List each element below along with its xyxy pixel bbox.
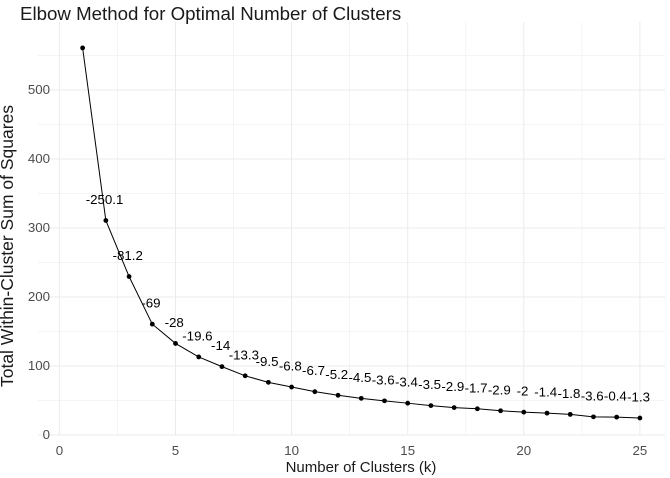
svg-text:Elbow Method for Optimal Numbe: Elbow Method for Optimal Number of Clust… [20,3,401,24]
svg-text:-28: -28 [165,315,184,330]
svg-text:-6.7: -6.7 [302,363,325,378]
svg-text:15: 15 [400,443,415,458]
svg-text:-5.2: -5.2 [325,367,348,382]
svg-text:200: 200 [28,289,50,304]
svg-text:-3.6: -3.6 [372,372,395,387]
svg-text:Total Within-Cluster Sum of Sq: Total Within-Cluster Sum of Squares [0,105,17,387]
svg-text:-1.4: -1.4 [534,385,557,400]
svg-text:0: 0 [56,443,63,458]
svg-text:-1.7: -1.7 [465,380,488,395]
svg-text:-6.8: -6.8 [279,359,302,374]
svg-text:-9.5: -9.5 [256,354,279,369]
svg-text:-3.4: -3.4 [395,375,418,390]
svg-text:-2.9: -2.9 [441,379,464,394]
svg-text:-14: -14 [211,338,230,353]
svg-text:400: 400 [28,151,50,166]
svg-text:-19.6: -19.6 [182,328,212,343]
svg-text:-2.9: -2.9 [488,382,511,397]
svg-text:-1.8: -1.8 [557,386,580,401]
svg-text:300: 300 [28,220,50,235]
svg-text:-69: -69 [141,296,160,311]
svg-text:20: 20 [516,443,531,458]
svg-text:-0.4: -0.4 [604,389,627,404]
svg-text:-3.5: -3.5 [418,377,441,392]
svg-text:-81.2: -81.2 [113,248,143,263]
svg-text:100: 100 [28,358,50,373]
svg-text:-3.6: -3.6 [581,388,604,403]
svg-text:-13.3: -13.3 [229,347,259,362]
svg-text:-4.5: -4.5 [348,370,371,385]
svg-text:10: 10 [284,443,299,458]
svg-text:25: 25 [633,443,648,458]
svg-text:-2: -2 [517,384,529,399]
svg-text:0: 0 [43,427,50,442]
svg-text:Number of Clusters (k): Number of Clusters (k) [286,459,437,476]
svg-text:-250.1: -250.1 [86,192,124,207]
svg-text:500: 500 [28,82,50,97]
svg-text:-1.3: -1.3 [627,390,650,405]
svg-text:5: 5 [172,443,179,458]
